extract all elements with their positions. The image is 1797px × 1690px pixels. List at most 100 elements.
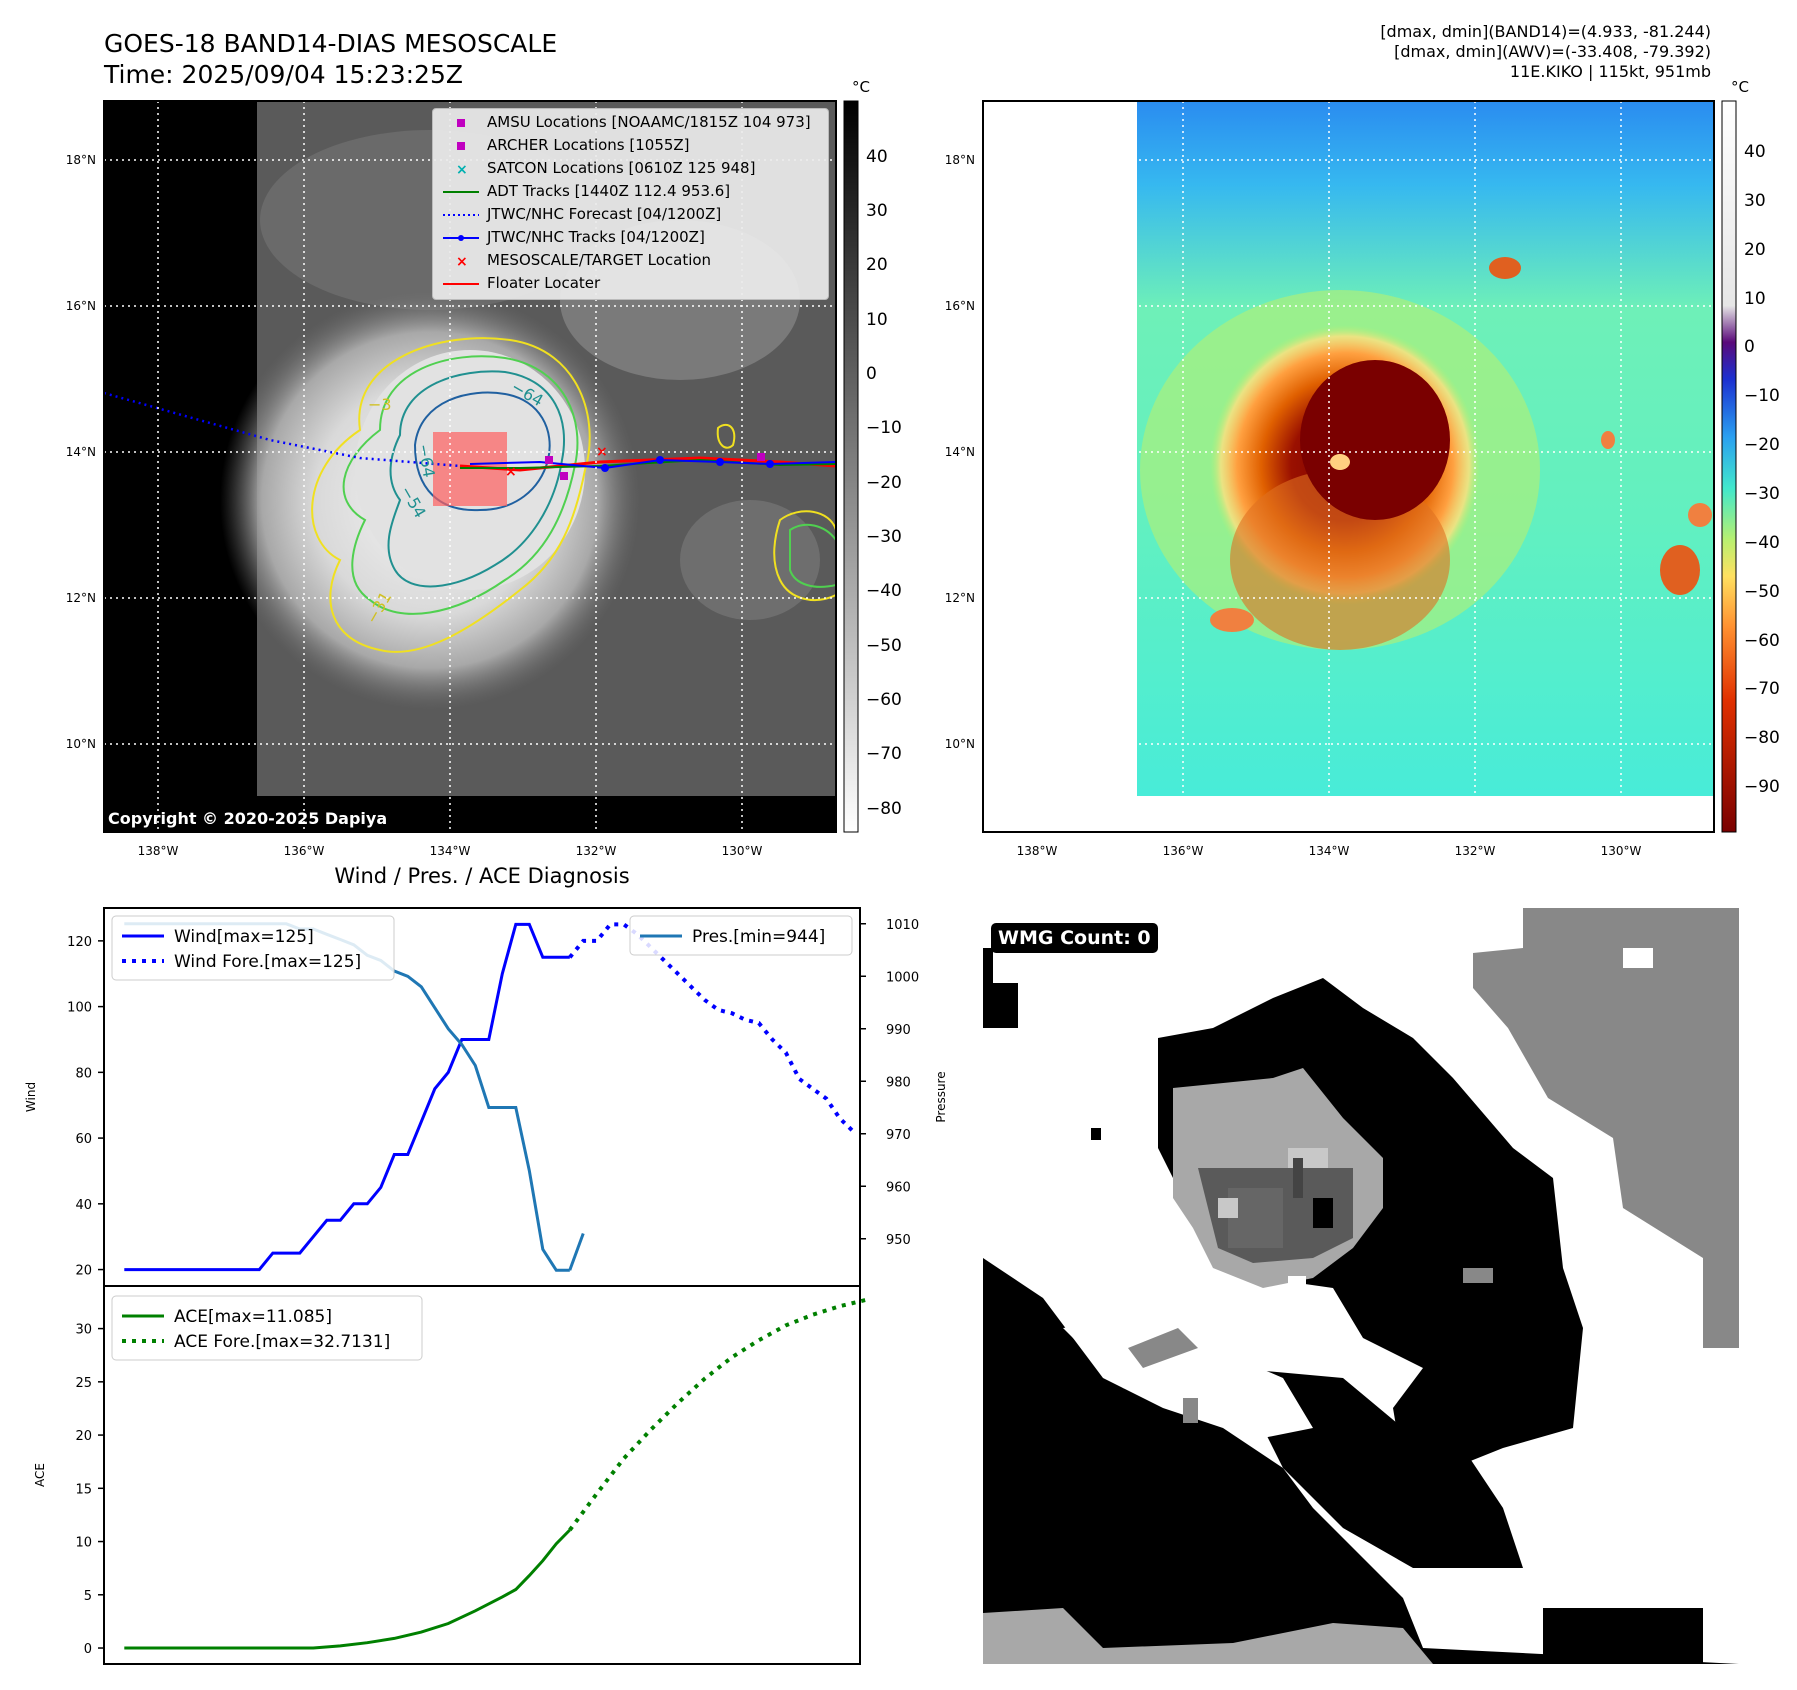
lat-label: 18°N <box>945 153 975 167</box>
wmg-black-bottom <box>983 1448 1343 1664</box>
contour-label-4: −3 <box>368 395 392 414</box>
pressure-ytick-label: 950 <box>886 1233 911 1248</box>
ace-ytick-label: 30 <box>75 1323 92 1338</box>
wmg-speck <box>983 948 993 983</box>
svg-text:×: × <box>505 464 517 480</box>
lon-label: 136°W <box>284 844 325 858</box>
legend-label: Pres.[min=944] <box>692 927 825 947</box>
legend-entry: AMSU Locations [NOAAMC/1815Z 104 973] <box>441 111 828 134</box>
ace-axis-label: ACE <box>33 1463 47 1487</box>
wmg-white-channel <box>1063 1318 1313 1438</box>
pressure-tail <box>568 1232 585 1271</box>
pressure-ytick-label: 990 <box>886 1023 911 1038</box>
legend-label: JTWC/NHC Forecast [04/1200Z] <box>487 205 722 223</box>
wmg-core-bright <box>1218 1198 1238 1218</box>
pressure-legend <box>629 915 853 956</box>
awv-cbar-tick: −70 <box>1744 679 1780 699</box>
wmg-panel <box>983 908 1739 1664</box>
awv-cbar-tick: −90 <box>1744 777 1780 797</box>
title-line2: Time: 2025/09/04 15:23:25Z <box>104 60 463 89</box>
legend-entry: JTWC/NHC Tracks [04/1200Z] <box>441 226 828 249</box>
lat-label: 18°N <box>66 153 96 167</box>
legend-label: ACE[max=11.085] <box>174 1307 332 1327</box>
svg-text:×: × <box>456 254 468 268</box>
legend-label: ACE Fore.[max=32.7131] <box>174 1332 390 1352</box>
ace-series-line <box>124 1528 571 1650</box>
ir-cbar-tick: −40 <box>866 581 902 601</box>
pressure-ytick-label: 970 <box>886 1128 911 1143</box>
legend-label: ARCHER Locations [1055Z] <box>487 136 690 154</box>
ace-ytick-label: 20 <box>75 1429 92 1444</box>
wmg-speck <box>1091 1128 1101 1140</box>
legend-entry: ADT Tracks [1440Z 112.4 953.6] <box>441 180 828 203</box>
legend-label: AMSU Locations [NOAAMC/1815Z 104 973] <box>487 113 811 131</box>
lat-label: 16°N <box>945 299 975 313</box>
legend-marker: × <box>456 254 468 270</box>
legend-label: SATCON Locations [0610Z 125 948] <box>487 159 756 177</box>
title-line1: GOES-18 BAND14-DIAS MESOSCALE <box>104 29 558 58</box>
legend-marker: × <box>456 162 468 178</box>
ir-cbar-tick: 30 <box>866 201 888 221</box>
awv-colorbar-ticks: 40 30 20 10 0 −10 −20 −30 −40 −50 −60 −7… <box>1744 142 1780 797</box>
ir-colorbar-ticks: 40 30 20 10 0 −10 −20 −30 −40 −50 −60 −7… <box>866 147 902 819</box>
ace-legend <box>111 1295 423 1361</box>
wmg-gray-streak <box>1128 1328 1198 1368</box>
awv-imagery <box>983 101 1714 832</box>
awv-lon-labels: 138°W 136°W 134°W 132°W 130°W <box>1017 844 1642 858</box>
lat-label: 14°N <box>945 445 975 459</box>
wind-ytick-label: 100 <box>67 1001 92 1016</box>
awv-cbar-tick: 40 <box>1744 142 1766 162</box>
ir-colorbar-unit: °C <box>852 78 870 96</box>
legend-entry: × MESOSCALE/TARGET Location <box>441 249 828 272</box>
ace-ytick-label: 15 <box>75 1482 92 1497</box>
awv-cbar-tick: 0 <box>1744 337 1755 357</box>
ir-lon-labels: 138°W 136°W 134°W 132°W 130°W <box>138 844 763 858</box>
ace-forecast-line <box>568 1297 868 1532</box>
diagnosis-title: Wind / Pres. / ACE Diagnosis <box>334 864 630 888</box>
legend-marker <box>443 234 479 241</box>
wmg-gray-streak <box>1183 1398 1198 1423</box>
wind-ytick-label: 20 <box>75 1264 92 1279</box>
legend-label: MESOSCALE/TARGET Location <box>487 251 712 269</box>
awv-cbar-tick: −10 <box>1744 386 1780 406</box>
svg-text:×: × <box>596 444 608 460</box>
lon-label: 138°W <box>138 844 179 858</box>
ace-ytick-label: 0 <box>84 1642 92 1657</box>
legend-marker <box>457 141 465 150</box>
figure-title: GOES-18 BAND14-DIAS MESOSCALE Time: 2025… <box>104 28 557 90</box>
ace-ytick-label: 10 <box>75 1536 92 1551</box>
ir-imagery: × × −64 −64 −54 −3 −31 <box>104 101 836 832</box>
legend-entry: × SATCON Locations [0610Z 125 948] <box>441 157 828 180</box>
awv-cbar-tick: 30 <box>1744 191 1766 211</box>
legend-marker <box>443 213 479 216</box>
lat-label: 10°N <box>945 737 975 751</box>
legend-label: Wind[max=125] <box>174 927 314 947</box>
legend-entry: Floater Locater <box>441 272 828 295</box>
awv-cbar-tick: −30 <box>1744 484 1780 504</box>
ir-cbar-tick: −80 <box>866 799 902 819</box>
wmg-core-streak <box>1293 1158 1303 1198</box>
pressure-ytick-label: 1000 <box>886 970 919 985</box>
ir-cbar-tick: −70 <box>866 744 902 764</box>
wmg-speck <box>1288 1276 1306 1290</box>
awv-cbar-tick: −50 <box>1744 582 1780 602</box>
lon-label: 132°W <box>1455 844 1496 858</box>
legend-marker <box>443 282 479 285</box>
wmg-speck <box>983 983 1018 1028</box>
lon-label: 134°W <box>430 844 471 858</box>
pressure-ytick-label: 980 <box>886 1075 911 1090</box>
ir-cbar-tick: 40 <box>866 147 888 167</box>
legend-label: Wind Fore.[max=125] <box>174 952 361 972</box>
lat-label: 12°N <box>66 591 96 605</box>
ir-cbar-tick: −30 <box>866 527 902 547</box>
lon-label: 138°W <box>1017 844 1058 858</box>
lon-label: 132°W <box>576 844 617 858</box>
legend-marker <box>443 190 479 193</box>
pressure-ytick-label: 960 <box>886 1180 911 1195</box>
ir-cbar-tick: −50 <box>866 636 902 656</box>
ir-cbar-tick: −60 <box>866 690 902 710</box>
wind-legend <box>111 915 395 981</box>
wind-axis-label: Wind <box>24 1082 38 1112</box>
ir-cbar-tick: 0 <box>866 364 877 384</box>
ir-map-legend: AMSU Locations [NOAAMC/1815Z 104 973] ARC… <box>432 108 829 300</box>
